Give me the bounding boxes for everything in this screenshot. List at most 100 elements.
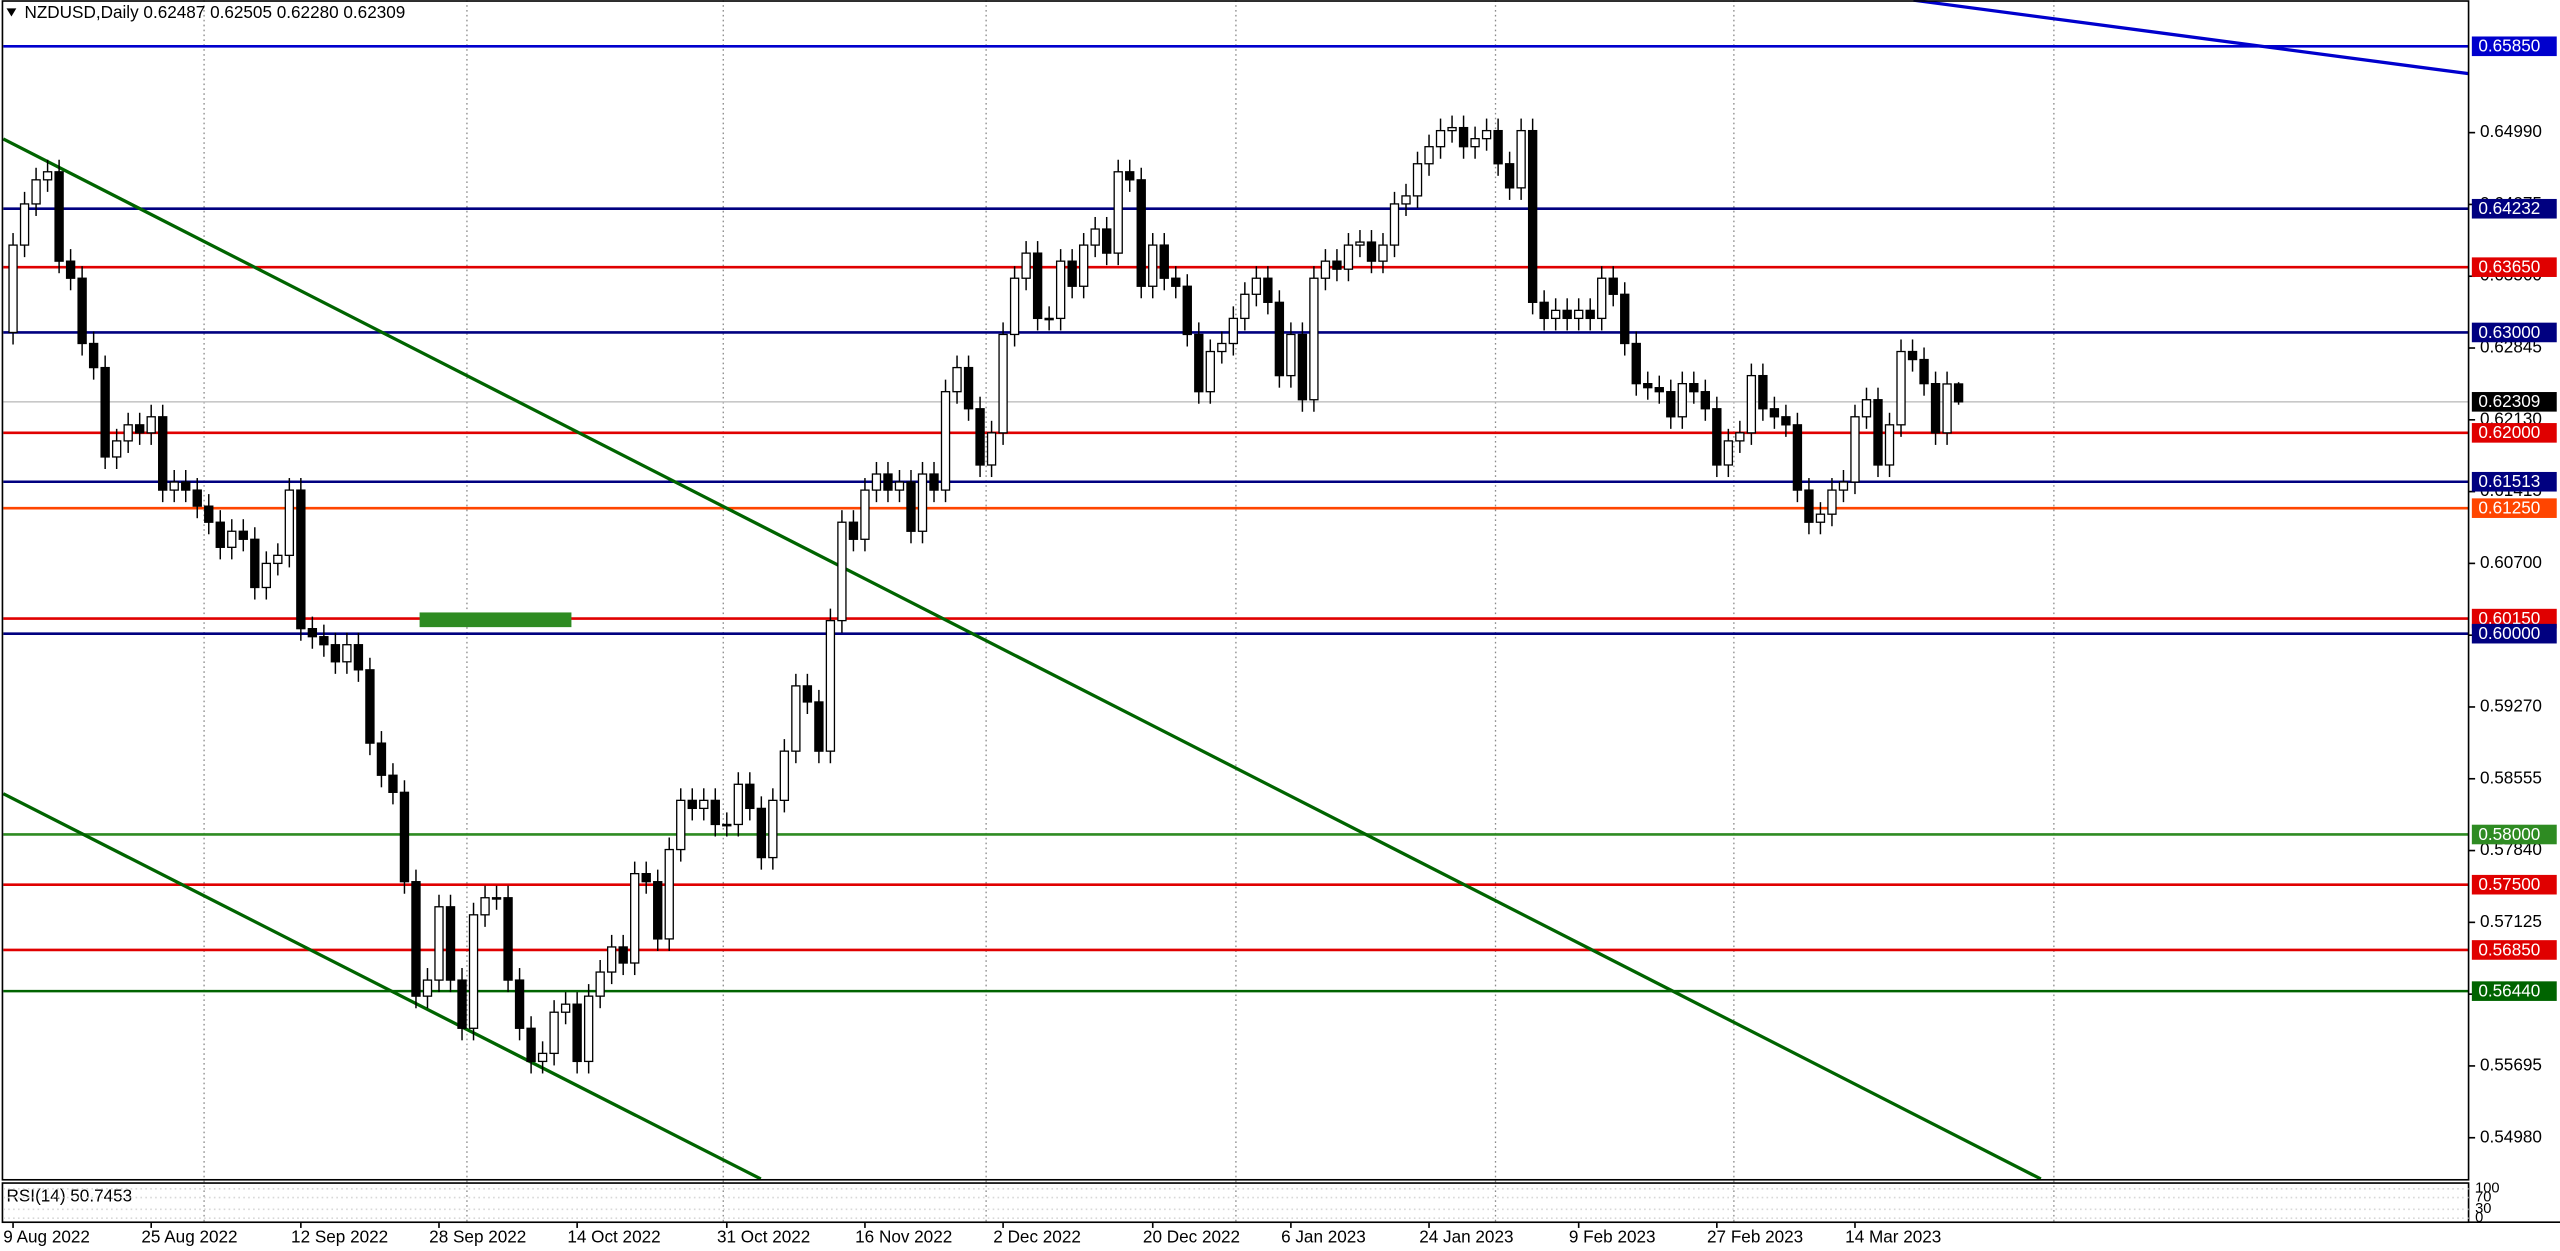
x-tick-label: 14 Mar 2023 (1845, 1226, 1941, 1246)
candle-body (814, 701, 824, 752)
candle-body (860, 489, 870, 540)
candle-body (1873, 399, 1883, 466)
candle-body (204, 505, 214, 523)
level-label: 0.58000 (2478, 824, 2540, 844)
candle-body (1412, 163, 1423, 197)
candle-body (595, 971, 605, 997)
candle-body (1539, 301, 1549, 320)
candle-body (641, 872, 651, 883)
candle-body (169, 481, 179, 491)
x-tick-label: 16 Nov 2022 (855, 1226, 952, 1246)
candle-body (1263, 277, 1273, 303)
candle-body (1067, 260, 1077, 287)
level-label-box (2471, 498, 2557, 518)
candle-body (1769, 408, 1780, 418)
candle-body (1746, 374, 1757, 434)
candle-body (883, 473, 893, 491)
level-label: 0.57500 (2478, 874, 2540, 894)
candle-body (1159, 244, 1169, 279)
candle-body (676, 799, 686, 851)
candle-body (1493, 129, 1503, 165)
candle-body (986, 432, 997, 466)
candle-body (837, 521, 847, 622)
candle-body (1366, 241, 1377, 262)
level-label-box (2471, 940, 2557, 960)
candle-body (1102, 228, 1112, 254)
y-tick-label: 0.59270 (2480, 696, 2542, 716)
candle-body (480, 897, 490, 916)
candle-body (929, 473, 939, 491)
menu-arrow[interactable] (6, 8, 17, 17)
level-label-box (2471, 423, 2557, 443)
rsi-label: RSI(14) 50.7453 (7, 1185, 133, 1205)
level-label-box (2471, 608, 2557, 629)
x-tick-label: 24 Jan 2023 (1419, 1226, 1513, 1246)
candle-body (227, 530, 237, 548)
candle-body (1643, 383, 1653, 389)
x-tick-label: 6 Jan 2023 (1281, 1226, 1366, 1246)
candle-body (31, 179, 41, 205)
level-label: 0.62309 (2478, 391, 2540, 411)
candle-body (342, 644, 352, 663)
candle-body (606, 946, 617, 973)
candle-body (825, 619, 836, 752)
level-label: 0.64232 (2478, 198, 2540, 218)
rsi-frame (1, 1182, 2470, 1224)
candle-body (1309, 277, 1319, 401)
candle-body (1850, 416, 1860, 483)
candle-body (1608, 277, 1618, 295)
drawings (2, 0, 2469, 1181)
candle-body (1021, 252, 1031, 279)
candle-body (952, 366, 962, 393)
candle-body (123, 424, 133, 442)
candle-body (1827, 489, 1837, 515)
candle-body (526, 1027, 536, 1063)
x-tick-label: 27 Feb 2023 (1707, 1226, 1803, 1246)
level-label: 0.63650 (2478, 257, 2540, 277)
level-label: 0.60000 (2478, 623, 2540, 643)
candle-body (1389, 203, 1400, 246)
x-tick-label: 20 Dec 2022 (1143, 1226, 1240, 1246)
candle-body (1930, 383, 1941, 434)
candle-body (1804, 489, 1814, 523)
candle-body (1919, 358, 1929, 385)
y-tick-label: 0.55695 (2480, 1054, 2542, 1074)
candle-body (273, 554, 283, 565)
trend-line (2, 792, 762, 1181)
candle-body (365, 669, 375, 744)
candle-body (192, 489, 202, 507)
candle-body (238, 530, 248, 540)
candle-body (917, 473, 928, 532)
candle-body (158, 416, 168, 491)
candle-body (1274, 301, 1285, 377)
candle-body (549, 1011, 559, 1055)
candle-body (722, 823, 732, 827)
candle-body (1550, 309, 1561, 320)
x-tick-label: 31 Oct 2022 (717, 1226, 810, 1246)
candle-body (618, 946, 628, 964)
candle-body (848, 521, 859, 540)
candles (8, 115, 1964, 1074)
price-axis: 0.649900.642750.635600.628450.621300.614… (2468, 36, 2557, 1146)
candle-body (1677, 383, 1687, 418)
candle-body (353, 644, 364, 671)
candle-body (1378, 244, 1388, 262)
candle-body (1228, 317, 1239, 345)
candle-body (445, 906, 456, 981)
candle-body (77, 277, 87, 345)
candle-body (284, 489, 295, 557)
candle-body (215, 521, 225, 548)
candle-body (710, 799, 720, 826)
candle-body (779, 750, 790, 802)
candle-body (1286, 333, 1296, 377)
candle-body (1597, 277, 1607, 320)
candle-body (687, 799, 697, 810)
x-tick-label: 28 Sep 2022 (429, 1226, 526, 1246)
candle-body (319, 636, 329, 646)
candle-body (181, 481, 191, 491)
candle-body (998, 333, 1008, 434)
candle-body (388, 774, 398, 793)
x-tick-label: 25 Aug 2022 (141, 1226, 237, 1246)
candle-body (583, 995, 594, 1063)
